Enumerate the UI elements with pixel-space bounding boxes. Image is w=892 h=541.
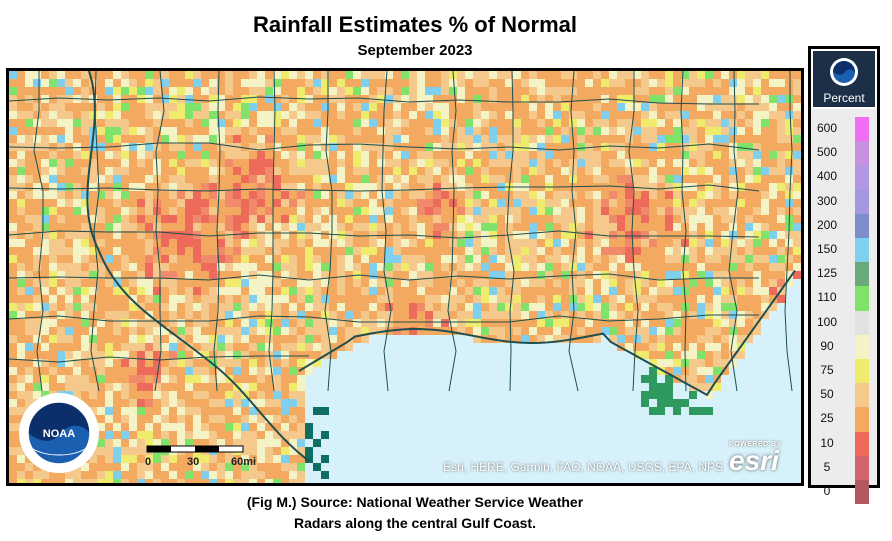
legend-value: 150 <box>816 242 838 256</box>
caption-line-1: (Fig M.) Source: National Weather Servic… <box>246 494 584 510</box>
legend-swatch <box>855 407 869 432</box>
legend-value: 50 <box>820 387 834 402</box>
noaa-logo-icon: NOAA <box>19 393 99 473</box>
legend-value: 90 <box>820 338 834 353</box>
legend-item: 0 <box>811 480 877 505</box>
legend-swatch <box>855 431 869 456</box>
legend-value: 125 <box>816 266 838 281</box>
legend-value: 5 <box>823 459 831 474</box>
legend-value: 100 <box>816 314 838 329</box>
figure-caption: (Fig M.) Source: National Weather Servic… <box>0 492 830 534</box>
legend-item: 600 <box>811 117 877 142</box>
legend-scale: 600 500 400 300 200 150 125 110 100 90 75 50 25 10 5 0 <box>811 109 877 505</box>
legend-swatch <box>855 359 869 384</box>
legend-item: 75 <box>811 359 877 384</box>
scale-label-30: 30 <box>187 456 200 468</box>
legend-item: 50 <box>811 383 877 408</box>
legend-swatch <box>855 262 869 287</box>
legend-swatch <box>855 189 869 214</box>
legend-item: 110 <box>811 286 877 311</box>
legend-swatch <box>855 141 869 166</box>
legend-swatch <box>855 455 869 480</box>
legend-swatch <box>855 238 869 263</box>
legend-item: 200 <box>811 213 877 238</box>
county-boundaries <box>9 71 793 392</box>
page-title: Rainfall Estimates % of Normal <box>253 12 577 37</box>
legend-swatch <box>855 334 869 359</box>
legend-swatch <box>855 117 869 142</box>
legend-swatch <box>855 286 869 311</box>
legend-item: 150 <box>811 238 877 263</box>
legend-item: 25 <box>811 407 877 432</box>
legend-swatch <box>855 165 869 190</box>
powered-by-label: POWERED BY <box>729 441 782 448</box>
legend-item: 5 <box>811 455 877 480</box>
legend-value: 25 <box>820 411 834 426</box>
esri-logo[interactable]: POWERED BY esri <box>729 441 793 475</box>
legend-item: 300 <box>811 189 877 214</box>
legend-swatch <box>855 383 869 408</box>
legend-value: 400 <box>816 169 838 184</box>
legend-value: 600 <box>816 121 838 135</box>
legend-value: 200 <box>816 217 838 232</box>
legend-item: 500 <box>811 141 877 166</box>
map-canvas[interactable] <box>9 71 801 483</box>
legend-item: 125 <box>811 262 877 287</box>
legend-item: 400 <box>811 165 877 190</box>
legend-header: Percent <box>813 51 875 107</box>
scale-label-60: 60mi <box>231 456 257 468</box>
legend-swatch <box>855 480 869 505</box>
coastline <box>298 270 796 397</box>
legend-value: 0 <box>823 484 831 498</box>
legend-value: 75 <box>820 363 834 377</box>
legend-title: Percent <box>823 91 865 105</box>
legend-value: 300 <box>816 193 838 208</box>
legend-value: 110 <box>817 290 837 305</box>
legend-item: 100 <box>811 310 877 335</box>
legend-item: 10 <box>811 431 877 456</box>
legend-swatch <box>855 310 869 335</box>
legend-value: 10 <box>820 435 834 450</box>
scale-label-0: 0 <box>145 456 152 468</box>
legend-swatch <box>855 213 869 238</box>
rainfall-map[interactable]: NOAA 0 30 60mi Esri, HERE, Garmin, FAO, … <box>6 68 804 486</box>
legend-item: 90 <box>811 334 877 359</box>
scale-bar: 0 30 60mi <box>145 443 265 471</box>
esri-logo-text: esri <box>729 445 779 476</box>
legend-panel: Percent 600 500 400 300 200 150 125 110 100 90 75 5… <box>808 46 880 505</box>
caption-line-2: Radars along the central Gulf Coast. <box>294 515 536 531</box>
noaa-logo-icon <box>830 58 858 86</box>
page-subtitle: September 2023 <box>357 42 473 59</box>
map-attribution[interactable]: Esri, HERE, Garmin, FAO, NOAA, USGS, EPA… <box>443 460 723 474</box>
river <box>86 71 310 462</box>
legend-value: 500 <box>816 145 838 160</box>
